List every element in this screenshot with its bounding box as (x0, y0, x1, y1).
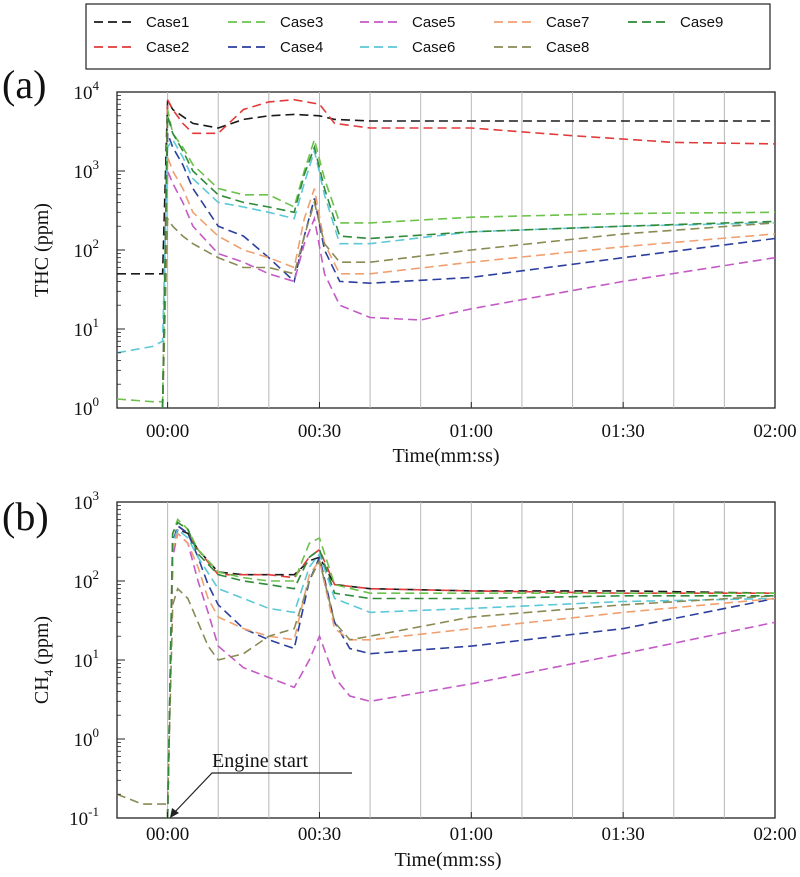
series-line-case8 (116, 558, 776, 805)
legend-label: Case6 (412, 39, 455, 56)
legend-entry-case1: Case1 (94, 14, 189, 31)
y-tick-base: 10 (74, 83, 93, 104)
y-tick-exponent: 0 (93, 725, 100, 740)
series-line-case9 (166, 521, 775, 819)
legend-entry-case6: Case6 (360, 39, 455, 56)
y-tick-label: 101 (74, 646, 100, 672)
panel-a-xlabel: Time(mm:ss) (392, 445, 499, 467)
legend-entry-case4: Case4 (228, 39, 323, 56)
panel-b-ylabel-sub: 4 (41, 669, 56, 676)
x-tick-label: 02:00 (753, 421, 796, 442)
y-tick-base: 10 (69, 809, 88, 830)
x-tick-label: 00:30 (298, 421, 341, 442)
legend: Case1 Case2 Case3 Case4 Case5 Case6 Case7 Case8… (85, 3, 771, 70)
engine-start-arrowhead (170, 808, 179, 818)
y-tick-exponent: 4 (93, 78, 100, 93)
y-tick-exponent: -1 (88, 804, 99, 819)
y-tick-exponent: 0 (93, 394, 100, 409)
legend-entry-case5: Case5 (360, 14, 455, 31)
legend-label: Case7 (546, 14, 589, 31)
y-tick-label: 104 (74, 78, 100, 104)
panel-b-ylabel-unit: (ppm) (31, 616, 53, 670)
x-tick-label: 01:30 (602, 824, 645, 845)
series-line-case4 (161, 133, 776, 409)
y-tick-base: 10 (74, 241, 93, 262)
y-tick-label: 100 (74, 725, 100, 751)
y-tick-base: 10 (74, 572, 93, 593)
panel-b-ylabel: CH4 (ppm) (31, 616, 56, 704)
series-line-case6 (116, 138, 776, 354)
y-tick-label: 102 (74, 236, 100, 262)
panel-b-series (116, 518, 776, 819)
y-tick-label: 103 (74, 488, 100, 514)
y-tick-base: 10 (74, 162, 93, 183)
panel-b-ylabel-main: CH (31, 676, 53, 704)
panel-b-ch4: (b) 00:00 00:30 01:00 01:30 02:00 10-1100101… (2, 488, 797, 871)
x-tick-label: 01:00 (450, 421, 493, 442)
y-tick-exponent: 3 (93, 157, 100, 172)
x-tick-label: 01:30 (602, 421, 645, 442)
legend-entry-case3: Case3 (228, 14, 323, 31)
series-line-case6 (166, 528, 776, 819)
y-tick-base: 10 (74, 493, 93, 514)
series-line-case7 (166, 531, 776, 819)
y-tick-label: 102 (74, 567, 100, 593)
panel-b-x-ticks: 00:00 00:30 01:00 01:30 02:00 (146, 812, 797, 845)
x-tick-label: 00:00 (146, 421, 189, 442)
y-tick-exponent: 2 (93, 567, 100, 582)
legend-label: Case9 (680, 14, 723, 31)
panel-a-ylabel: THC (ppm) (31, 203, 53, 297)
series-line-case4 (166, 524, 776, 819)
y-tick-label: 103 (74, 157, 100, 183)
x-tick-label: 02:00 (753, 824, 796, 845)
y-tick-label: 10-1 (69, 804, 99, 830)
y-tick-label: 101 (74, 315, 100, 341)
series-line-case5 (161, 170, 776, 409)
panel-a-gridlines (167, 92, 725, 408)
series-line-case8 (161, 199, 776, 409)
legend-label: Case4 (280, 39, 323, 56)
x-tick-label: 00:30 (298, 824, 341, 845)
legend-label: Case8 (546, 39, 589, 56)
legend-entry-case9: Case9 (628, 14, 723, 31)
series-line-case2 (161, 98, 776, 409)
engine-start-label: Engine start (212, 750, 309, 772)
legend-label: Case1 (146, 14, 189, 31)
series-line-case9 (161, 115, 776, 409)
y-tick-base: 10 (74, 730, 93, 751)
series-line-case1 (117, 96, 775, 275)
legend-entry-case8: Case8 (494, 39, 589, 56)
legend-frame (85, 3, 771, 70)
series-line-case3 (116, 109, 776, 403)
panel-b-xlabel: Time(mm:ss) (394, 849, 501, 871)
engine-start-annotation: Engine start (170, 750, 352, 818)
series-line-case3 (166, 518, 775, 819)
legend-label: Case2 (146, 39, 189, 56)
legend-entry-case2: Case2 (94, 39, 189, 56)
panel-a-label: (a) (2, 62, 46, 107)
panel-a-series (116, 96, 776, 409)
legend-entry-case7: Case7 (494, 14, 589, 31)
y-tick-exponent: 1 (93, 315, 100, 330)
panel-b-gridlines (167, 502, 725, 818)
y-tick-base: 10 (74, 320, 93, 341)
y-tick-base: 10 (74, 651, 93, 672)
panel-a-x-ticks: 00:00 00:30 01:00 01:30 02:00 (146, 402, 797, 442)
legend-label: Case5 (412, 14, 455, 31)
y-tick-exponent: 1 (93, 646, 100, 661)
x-tick-label: 00:00 (146, 824, 189, 845)
y-tick-label: 100 (74, 394, 100, 420)
y-tick-exponent: 2 (93, 236, 100, 251)
panel-a-thc: (a) 00:00 00:30 01:00 01:30 02:00 1001011021… (2, 62, 797, 467)
y-tick-base: 10 (74, 399, 93, 420)
series-line-case7 (161, 156, 776, 409)
panel-b-label: (b) (2, 494, 49, 539)
x-tick-label: 01:00 (450, 824, 493, 845)
engine-start-leader-line (171, 772, 352, 816)
legend-label: Case3 (280, 14, 323, 31)
y-tick-exponent: 3 (93, 488, 100, 503)
